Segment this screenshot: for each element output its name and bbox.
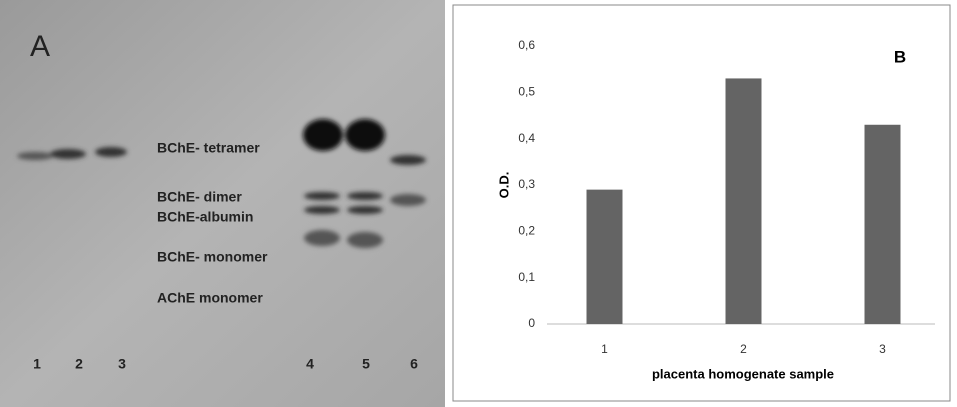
panel-label: A xyxy=(30,30,50,63)
lane-label: 2 xyxy=(75,356,83,372)
x-tick-label: 3 xyxy=(879,342,886,356)
y-tick-label: 0,3 xyxy=(518,177,535,191)
x-tick-label: 2 xyxy=(740,342,747,356)
y-axis-label: O.D. xyxy=(496,172,511,199)
lane-label: 3 xyxy=(118,356,126,372)
band-label: BChE- monomer xyxy=(157,249,268,265)
band-label: BChE- tetramer xyxy=(157,140,260,156)
chart-panel: B O.D. placenta homogenate sample 0 0,1 0,… xyxy=(453,5,950,401)
y-tick-label: 0,5 xyxy=(518,85,535,99)
y-tick-label: 0,1 xyxy=(518,270,535,284)
gel-panel: A BChE- tetramer BChE- dimer BChE-albumi… xyxy=(0,0,445,407)
y-tick-label: 0,2 xyxy=(518,224,535,238)
y-tick-label: 0,6 xyxy=(518,38,535,52)
bar xyxy=(865,125,901,324)
x-axis-label: placenta homogenate sample xyxy=(652,366,834,381)
bar xyxy=(726,78,762,324)
lane-label: 6 xyxy=(410,356,418,372)
figure: A BChE- tetramer BChE- dimer BChE-albumi… xyxy=(0,0,957,407)
band-label: BChE-albumin xyxy=(157,209,253,225)
lane-label: 4 xyxy=(306,356,314,372)
band-label: AChE monomer xyxy=(157,290,263,306)
band-label: BChE- dimer xyxy=(157,189,242,205)
panel-label: B xyxy=(894,47,906,66)
x-tick-label: 1 xyxy=(601,342,608,356)
lane-label: 1 xyxy=(33,356,41,372)
bar xyxy=(587,190,623,324)
y-tick-label: 0,4 xyxy=(518,131,535,145)
lane-label: 5 xyxy=(362,356,370,372)
y-tick-label: 0 xyxy=(528,316,535,330)
